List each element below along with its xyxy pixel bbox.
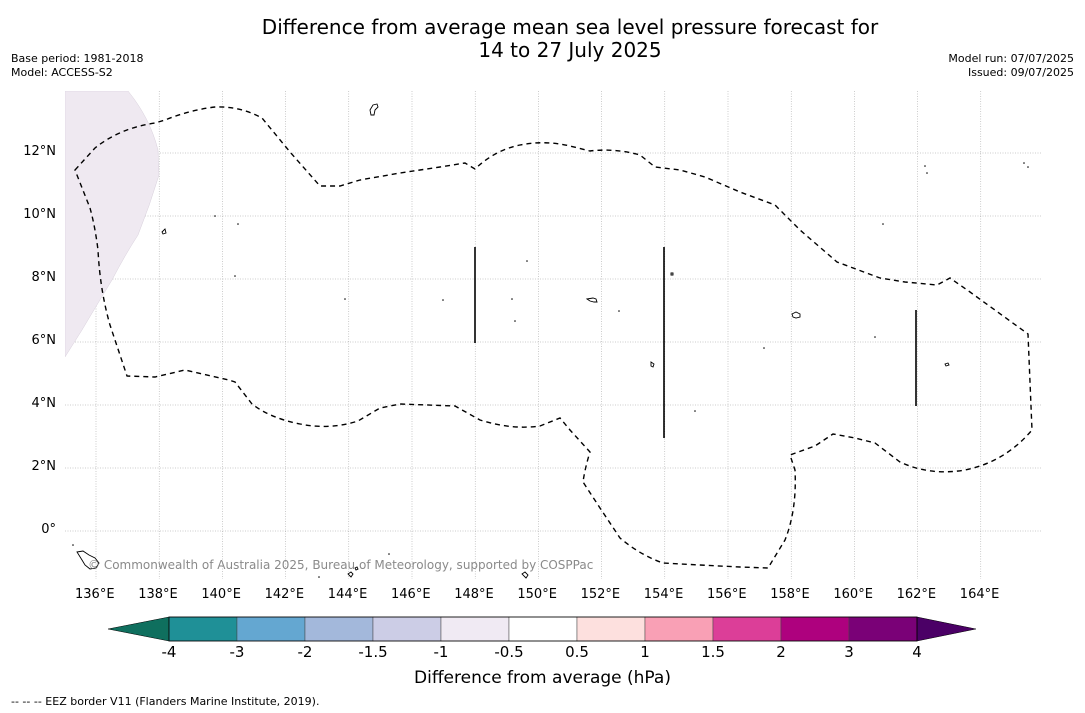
colorbar-tick-label: 1 — [640, 643, 650, 661]
longitude-tick-label: 150°E — [517, 587, 557, 602]
latitude-tick-label: 4°N — [32, 396, 57, 411]
copyright-notice: © Commonwealth of Australia 2025, Bureau… — [88, 558, 593, 572]
longitude-tick-label: 152°E — [581, 587, 621, 602]
colorbar-bin — [237, 617, 305, 641]
longitude-tick-label: 142°E — [265, 587, 305, 602]
colorbar-bin — [645, 617, 713, 641]
colorbar-tick-label: 1.5 — [701, 643, 725, 661]
colorbar-tick-label: 4 — [912, 643, 922, 661]
map-plot — [0, 0, 1085, 600]
colorbar-bin — [713, 617, 781, 641]
longitude-tick-label: 156°E — [707, 587, 747, 602]
colorbar-tick-label: 3 — [844, 643, 854, 661]
eez-border — [75, 107, 1032, 568]
colorbar-bin — [577, 617, 645, 641]
longitude-tick-label: 138°E — [138, 587, 178, 602]
map-gridlines — [65, 91, 1042, 579]
longitude-tick-label: 136°E — [75, 587, 115, 602]
colorbar-tick-label: -2 — [298, 643, 313, 661]
longitude-tick-label: 140°E — [201, 587, 241, 602]
longitude-tick-label: 160°E — [833, 587, 873, 602]
colorbar-tick-label: -1.5 — [358, 643, 387, 661]
latitude-tick-label: 0° — [41, 522, 56, 537]
latitude-tick-label: 10°N — [23, 207, 56, 222]
islands — [77, 104, 949, 578]
longitude-tick-label: 144°E — [328, 587, 368, 602]
colorbar-min-extend — [108, 617, 169, 641]
longitude-tick-label: 158°E — [770, 587, 810, 602]
colorbar-bin — [781, 617, 849, 641]
colorbar-bin — [509, 617, 577, 641]
colorbar-bin — [305, 617, 373, 641]
pressure-anomaly-area — [65, 91, 159, 357]
island-dots — [72, 162, 1029, 578]
colorbar-title: Difference from average (hPa) — [0, 668, 1085, 688]
latitude-tick-label: 12°N — [23, 144, 56, 159]
longitude-tick-label: 146°E — [391, 587, 431, 602]
latitude-tick-label: 2°N — [32, 459, 57, 474]
colorbar-tick-label: -3 — [230, 643, 245, 661]
longitude-tick-label: 162°E — [897, 587, 937, 602]
colorbar-bin — [169, 617, 237, 641]
eez-legend-note: -- -- -- EEZ border V11 (Flanders Marine… — [11, 695, 319, 708]
colorbar-bin — [373, 617, 441, 641]
colorbar-tick-label: -1 — [434, 643, 449, 661]
longitude-tick-label: 148°E — [454, 587, 494, 602]
colorbar-bin — [849, 617, 917, 641]
longitude-tick-label: 164°E — [960, 587, 1000, 602]
colorbar-tick-label: -4 — [162, 643, 177, 661]
colorbar-tick-label: 0.5 — [565, 643, 589, 661]
latitude-tick-label: 6°N — [32, 333, 57, 348]
eez-boundary-segments — [475, 247, 916, 438]
longitude-tick-label: 154°E — [644, 587, 684, 602]
colorbar-tick-label: -0.5 — [494, 643, 523, 661]
latitude-tick-label: 8°N — [32, 270, 57, 285]
colorbar-tick-label: 2 — [776, 643, 786, 661]
colorbar-max-extend — [917, 617, 976, 641]
colorbar-bin — [441, 617, 509, 641]
